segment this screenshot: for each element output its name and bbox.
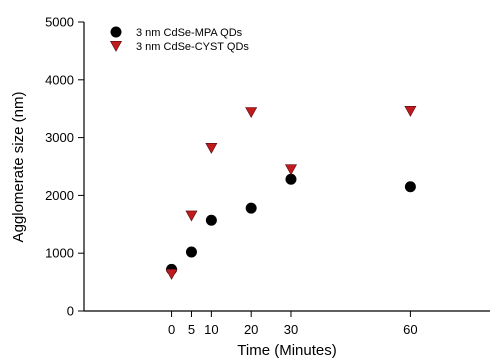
x-tick-label: 60 xyxy=(403,322,417,337)
y-tick-label: 2000 xyxy=(45,188,74,203)
data-point xyxy=(205,143,218,154)
data-point xyxy=(185,210,198,222)
series-2 xyxy=(165,106,417,280)
y-tick-label: 5000 xyxy=(45,15,74,30)
x-tick-label: 10 xyxy=(204,322,218,337)
series-1 xyxy=(166,173,416,275)
y-tick-label: 0 xyxy=(67,304,74,319)
data-point xyxy=(185,246,197,258)
data-point xyxy=(285,173,297,185)
legend-marker xyxy=(109,41,123,52)
data-point xyxy=(404,106,417,117)
legend-label: 3 nm CdSe-MPA QDs xyxy=(136,27,243,39)
x-tick-label: 0 xyxy=(168,322,175,337)
legend: 3 nm CdSe-MPA QDs 3 nm CdSe-CYST QDs xyxy=(109,26,249,53)
y-tick-label: 3000 xyxy=(45,130,74,145)
axes xyxy=(83,22,490,312)
data-point xyxy=(404,181,416,193)
y-axis-title: Agglomerate size (nm) xyxy=(10,92,27,243)
y-tick-label: 4000 xyxy=(45,72,74,87)
data-point xyxy=(284,164,297,176)
legend-label: 3 nm CdSe-CYST QDs xyxy=(136,41,249,53)
y-tick-label: 1000 xyxy=(45,246,74,261)
x-axis-title: Time (Minutes) xyxy=(237,342,336,359)
legend-marker xyxy=(110,26,122,38)
data-point xyxy=(245,107,258,119)
x-tick-label: 30 xyxy=(284,322,298,337)
x-tick-label: 5 xyxy=(188,322,195,337)
data-point xyxy=(165,269,178,280)
data-point xyxy=(205,214,217,226)
data-points xyxy=(165,106,417,280)
data-point xyxy=(245,202,257,214)
x-tick-label: 20 xyxy=(244,322,258,337)
